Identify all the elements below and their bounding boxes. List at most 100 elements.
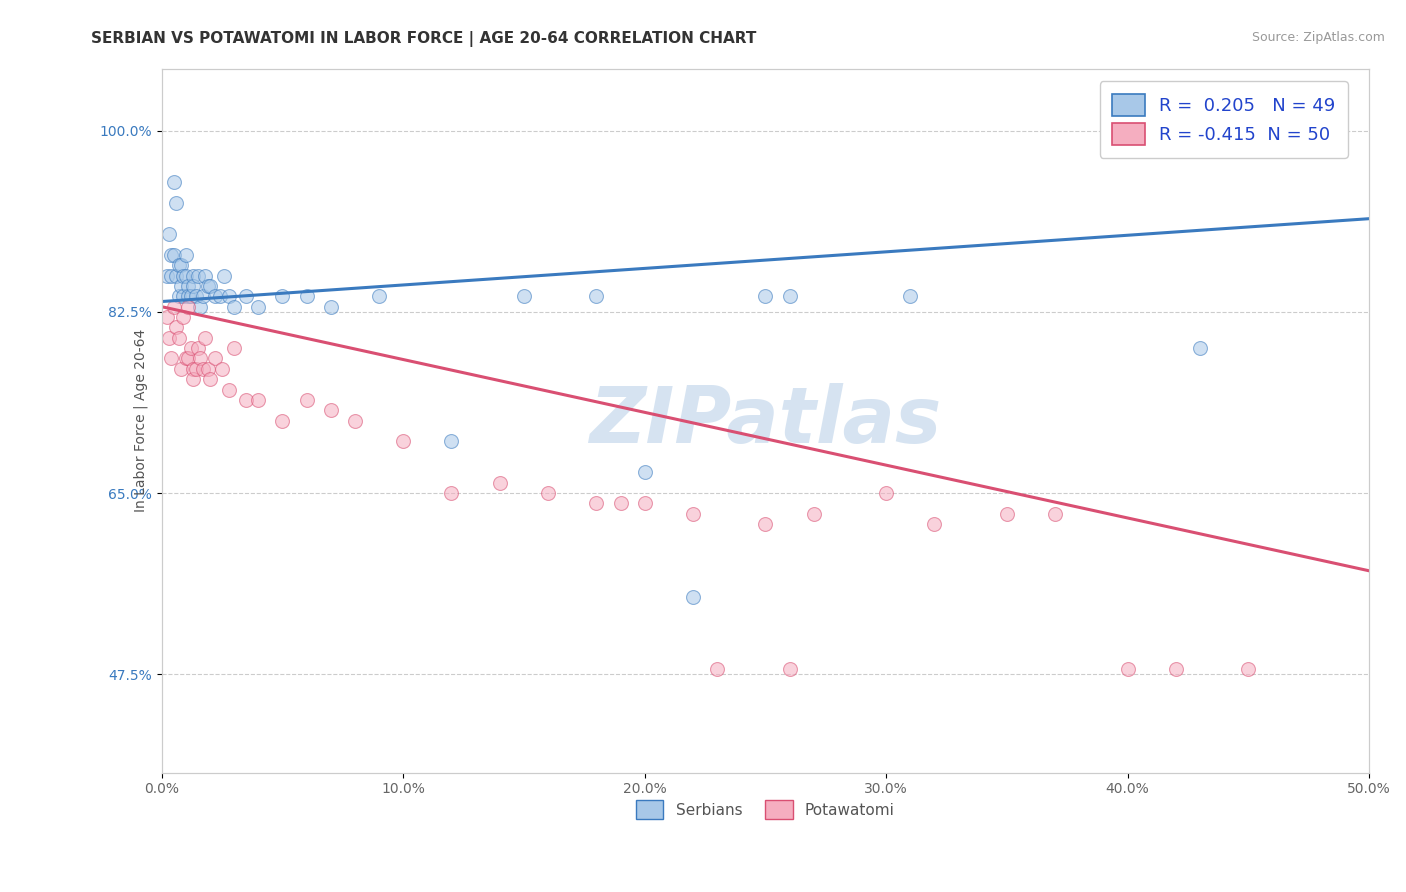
Point <box>157 227 180 242</box>
Point <box>706 662 728 676</box>
Point <box>247 300 270 314</box>
Point <box>247 392 270 407</box>
Point <box>197 279 219 293</box>
Point <box>167 258 190 272</box>
Text: SERBIAN VS POTAWATOMI IN LABOR FORCE | AGE 20-64 CORRELATION CHART: SERBIAN VS POTAWATOMI IN LABOR FORCE | A… <box>91 31 756 47</box>
Point <box>174 248 197 262</box>
Point <box>172 289 194 303</box>
Point <box>191 362 214 376</box>
Point <box>779 662 801 676</box>
Point <box>609 496 631 510</box>
Point <box>181 372 204 386</box>
Point <box>271 414 294 428</box>
Point <box>181 268 204 283</box>
Point <box>488 475 510 490</box>
Point <box>157 331 180 345</box>
Point <box>319 403 342 417</box>
Point <box>184 289 207 303</box>
Point <box>211 362 233 376</box>
Point <box>343 414 366 428</box>
Point <box>160 268 183 283</box>
Point <box>392 434 415 449</box>
Point <box>177 279 200 293</box>
Point <box>537 486 560 500</box>
Point <box>924 517 946 532</box>
Point <box>165 268 187 283</box>
Point <box>235 289 257 303</box>
Point <box>198 279 221 293</box>
Point <box>194 268 217 283</box>
Point <box>1189 341 1212 355</box>
Point <box>295 392 318 407</box>
Point <box>204 351 226 366</box>
Point <box>165 320 187 334</box>
Point <box>779 289 801 303</box>
Point <box>682 590 704 604</box>
Point <box>181 362 204 376</box>
Point <box>170 258 193 272</box>
Point <box>995 507 1018 521</box>
Point <box>184 362 207 376</box>
Point <box>197 362 219 376</box>
Point <box>1237 662 1260 676</box>
Point <box>754 289 776 303</box>
Point <box>187 268 209 283</box>
Point <box>198 372 221 386</box>
Text: Source: ZipAtlas.com: Source: ZipAtlas.com <box>1251 31 1385 45</box>
Point <box>163 176 186 190</box>
Point <box>177 351 200 366</box>
Point <box>188 300 211 314</box>
Point <box>585 289 607 303</box>
Point <box>172 310 194 324</box>
Point <box>181 279 204 293</box>
Point <box>875 486 897 500</box>
Point <box>167 289 190 303</box>
Text: ZIPatlas: ZIPatlas <box>589 383 942 458</box>
Point <box>180 289 202 303</box>
Point <box>368 289 391 303</box>
Point <box>1164 662 1187 676</box>
Point <box>1043 507 1066 521</box>
Point <box>188 351 211 366</box>
Point <box>440 434 463 449</box>
Point <box>208 289 231 303</box>
Point <box>218 289 240 303</box>
Point <box>440 486 463 500</box>
Point <box>163 300 186 314</box>
Point <box>155 268 177 283</box>
Point <box>165 196 187 211</box>
Point <box>167 331 190 345</box>
Point <box>295 289 318 303</box>
Point <box>1116 662 1139 676</box>
Point <box>634 466 657 480</box>
Point <box>177 289 200 303</box>
Point <box>180 341 202 355</box>
Point <box>163 248 186 262</box>
Point <box>271 289 294 303</box>
Point <box>513 289 536 303</box>
Point <box>174 351 197 366</box>
Point <box>177 300 200 314</box>
Y-axis label: In Labor Force | Age 20-64: In Labor Force | Age 20-64 <box>134 329 148 512</box>
Point <box>634 496 657 510</box>
Point <box>585 496 607 510</box>
Point <box>174 268 197 283</box>
Point <box>204 289 226 303</box>
Point <box>803 507 825 521</box>
Point <box>194 331 217 345</box>
Point <box>218 383 240 397</box>
Point <box>170 362 193 376</box>
Point <box>172 268 194 283</box>
Point <box>170 279 193 293</box>
Point <box>224 341 246 355</box>
Point <box>235 392 257 407</box>
Point <box>319 300 342 314</box>
Point <box>214 268 236 283</box>
Point <box>1189 123 1212 137</box>
Point <box>682 507 704 521</box>
Point <box>155 310 177 324</box>
Point <box>160 248 183 262</box>
Point <box>191 289 214 303</box>
Point <box>898 289 921 303</box>
Point <box>754 517 776 532</box>
